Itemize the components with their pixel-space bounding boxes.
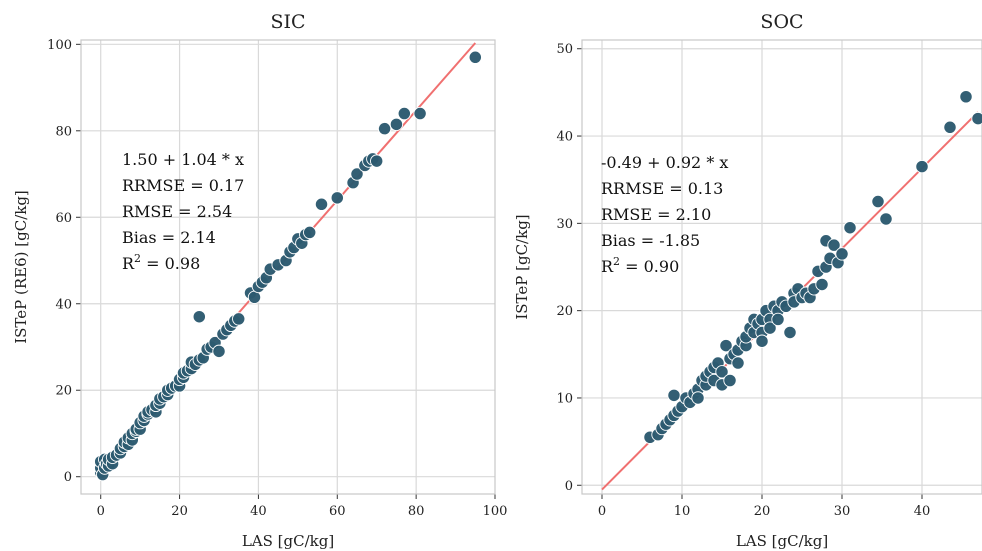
y-tick-label: 40 bbox=[55, 297, 72, 312]
y-tick-label: 20 bbox=[55, 384, 72, 399]
data-point bbox=[719, 338, 733, 353]
data-point bbox=[755, 334, 769, 348]
data-point bbox=[915, 159, 929, 174]
x-tick-label: 40 bbox=[914, 504, 931, 519]
data-point bbox=[731, 356, 745, 370]
x-tick-label: 10 bbox=[674, 504, 691, 519]
y-tick-label: 30 bbox=[556, 217, 573, 232]
x-axis-label: LAS [gC/kg] bbox=[736, 532, 828, 550]
stats-annotation-line: R2 = 0.90 bbox=[601, 255, 679, 276]
y-tick-label: 0 bbox=[565, 479, 573, 494]
data-point bbox=[212, 344, 226, 358]
axes-frame bbox=[80, 39, 496, 495]
x-tick-label: 0 bbox=[598, 504, 606, 519]
data-point bbox=[314, 197, 329, 211]
y-tick-label: 50 bbox=[556, 42, 573, 57]
stats-annotation-line: Bias = -1.85 bbox=[601, 231, 700, 250]
scatter-points bbox=[94, 50, 482, 482]
y-axis-label: ISTeP [gC/kg] bbox=[513, 214, 531, 319]
stats-annotation-line: RMSE = 2.54 bbox=[122, 202, 232, 221]
data-point bbox=[871, 194, 885, 209]
data-point bbox=[783, 325, 797, 340]
data-point bbox=[715, 365, 729, 379]
panel-soc: 0 10 20 30 40 0 10 20 30 40 50 -0.49 + 0.92 * x RRMS… bbox=[513, 11, 982, 550]
data-point bbox=[468, 50, 482, 64]
axes-frame bbox=[581, 39, 982, 495]
y-tick-label: 80 bbox=[55, 124, 72, 139]
data-point bbox=[815, 277, 829, 292]
data-point bbox=[763, 321, 777, 335]
y-tick-label: 0 bbox=[64, 470, 72, 485]
data-point bbox=[397, 106, 411, 121]
data-point bbox=[879, 212, 893, 226]
y-tick-label: 20 bbox=[556, 304, 573, 319]
y-tick-label: 100 bbox=[47, 38, 72, 53]
data-point bbox=[827, 238, 841, 252]
stats-annotation-line: RMSE = 2.10 bbox=[601, 205, 711, 224]
data-point bbox=[667, 388, 681, 402]
stats-annotation-line: 1.50 + 1.04 * x bbox=[122, 150, 244, 169]
stats-annotation-line: RRMSE = 0.13 bbox=[601, 179, 723, 198]
data-point bbox=[303, 225, 317, 240]
y-tick-label: 40 bbox=[556, 130, 573, 145]
y-axis-label: ISTeP (RE6) [gC/kg] bbox=[12, 190, 30, 344]
data-point bbox=[377, 121, 392, 136]
scatter-points bbox=[643, 90, 982, 444]
data-point bbox=[691, 391, 705, 405]
data-point bbox=[350, 167, 364, 181]
data-point bbox=[370, 154, 384, 168]
stats-annotation-line: Bias = 2.14 bbox=[122, 228, 216, 247]
data-point bbox=[835, 247, 849, 261]
y-tick-label: 60 bbox=[55, 211, 72, 226]
x-tick-label: 80 bbox=[408, 504, 425, 519]
data-point bbox=[330, 191, 344, 205]
data-point bbox=[943, 120, 957, 134]
data-point bbox=[232, 312, 246, 326]
data-point bbox=[959, 90, 973, 104]
x-tick-label: 100 bbox=[483, 504, 508, 519]
x-axis-label: LAS [gC/kg] bbox=[242, 532, 334, 550]
y-tick-label: 10 bbox=[556, 391, 573, 406]
data-point bbox=[389, 117, 404, 131]
stats-annotation-line: RRMSE = 0.17 bbox=[122, 176, 244, 195]
panel-title: SOC bbox=[760, 11, 803, 33]
data-point bbox=[723, 373, 737, 388]
stats-annotation-line: -0.49 + 0.92 * x bbox=[601, 153, 728, 172]
data-point bbox=[771, 312, 785, 327]
stats-annotation-line: R2 = 0.98 bbox=[122, 252, 200, 273]
data-point bbox=[843, 221, 857, 235]
x-tick-label: 20 bbox=[754, 504, 771, 519]
panel-title: SIC bbox=[270, 11, 305, 33]
data-point bbox=[971, 111, 982, 126]
x-tick-label: 60 bbox=[329, 504, 346, 519]
data-point bbox=[413, 106, 427, 121]
x-tick-label: 40 bbox=[250, 504, 267, 519]
data-point bbox=[192, 310, 206, 324]
x-tick-label: 0 bbox=[97, 504, 105, 519]
x-tick-label: 20 bbox=[171, 504, 188, 519]
x-tick-label: 30 bbox=[834, 504, 851, 519]
panel-sic: 0 20 40 60 80 100 0 20 40 60 80 100 1.50 + 1.04 * x R… bbox=[12, 11, 507, 550]
